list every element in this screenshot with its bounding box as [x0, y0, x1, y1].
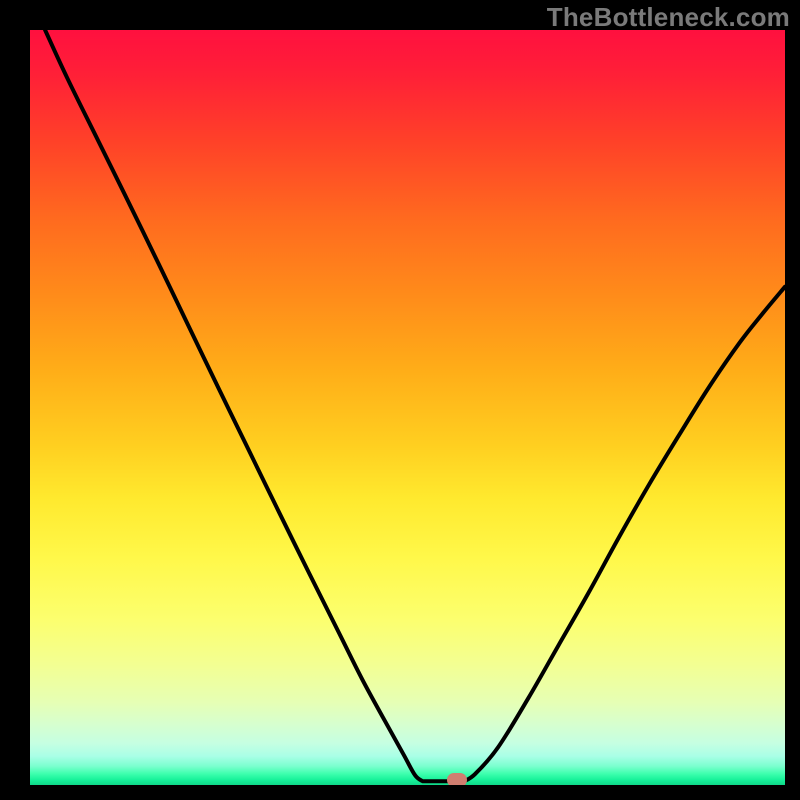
- plot-area: [30, 30, 785, 785]
- curve-path: [45, 30, 785, 781]
- frame: TheBottleneck.com: [0, 0, 800, 800]
- bottleneck-curve: [30, 30, 785, 785]
- watermark-text: TheBottleneck.com: [547, 2, 790, 33]
- optimal-marker: [447, 773, 467, 785]
